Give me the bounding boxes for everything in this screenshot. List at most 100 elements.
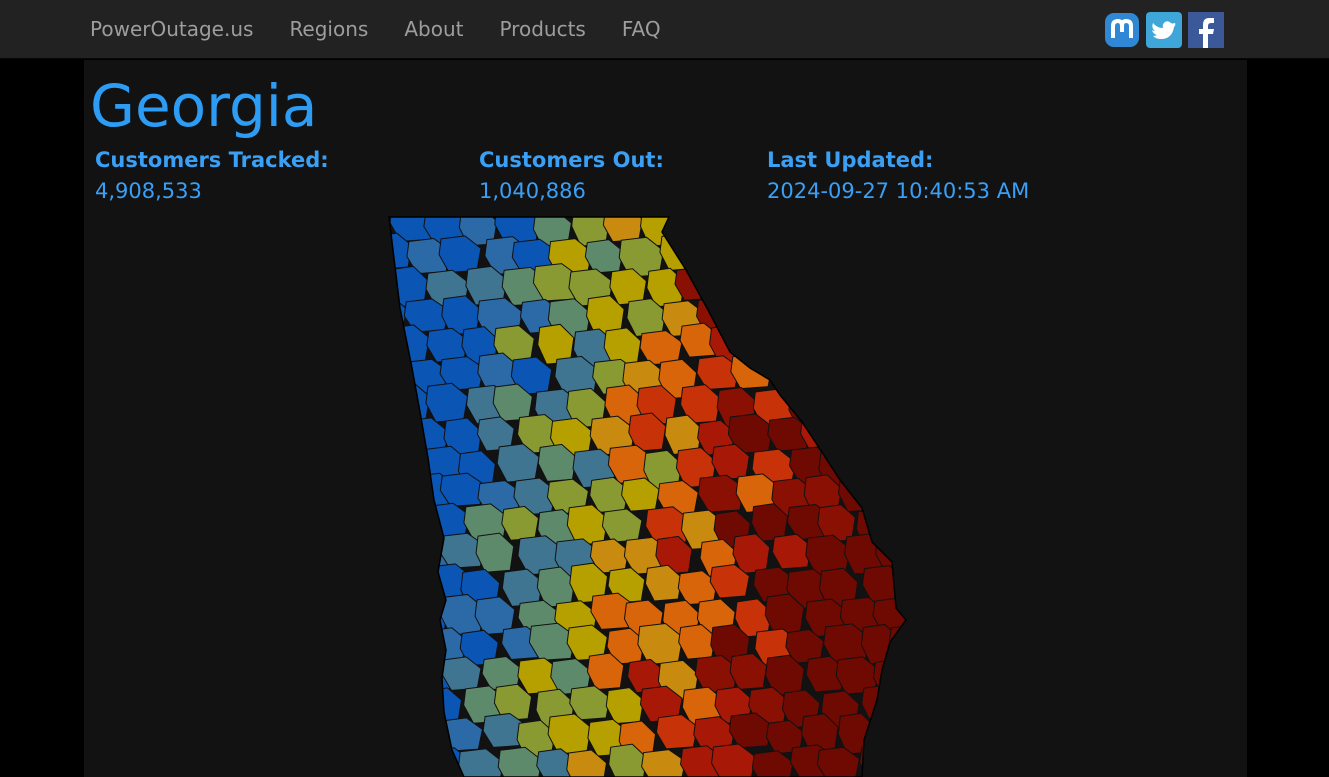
county-region[interactable] [602,207,644,243]
county-region[interactable] [655,535,693,575]
county-region[interactable] [605,687,645,725]
county-region[interactable] [369,592,415,628]
county-region[interactable] [388,447,425,484]
county-region[interactable] [475,532,515,573]
county-region[interactable] [874,295,921,336]
county-region[interactable] [896,747,942,777]
county-region[interactable] [784,269,824,306]
county-region[interactable] [497,746,543,777]
county-region[interactable] [426,502,470,538]
county-region[interactable] [350,564,393,601]
county-region[interactable] [697,474,745,513]
county-region[interactable] [376,536,422,573]
county-region[interactable] [825,267,864,303]
twitter-icon[interactable] [1146,12,1182,48]
county-region[interactable] [781,325,821,362]
county-region[interactable] [807,296,854,334]
county-region[interactable] [354,749,393,777]
county-region[interactable] [493,683,533,722]
county-region[interactable] [840,234,882,270]
county-region[interactable] [763,236,805,271]
county-region[interactable] [891,383,935,419]
county-region[interactable] [457,748,504,777]
county-region[interactable] [854,383,893,420]
county-region[interactable] [389,683,436,722]
county-region[interactable] [536,748,576,777]
county-region[interactable] [772,357,812,394]
county-region[interactable] [890,686,928,727]
county-region[interactable] [566,749,608,777]
county-region[interactable] [879,416,921,458]
county-region[interactable] [369,413,412,450]
county-region[interactable] [641,749,686,777]
county-region[interactable] [728,232,772,268]
facebook-icon[interactable] [1188,12,1224,48]
county-region[interactable] [716,208,755,244]
county-region[interactable] [854,265,898,303]
county-region[interactable] [790,206,832,244]
county-region[interactable] [892,447,932,486]
county-region[interactable] [853,448,900,486]
county-region[interactable] [898,210,944,250]
county-region[interactable] [439,472,485,507]
county-region[interactable] [359,382,396,419]
county-region[interactable] [843,295,883,332]
county-region[interactable] [355,265,396,305]
county-region[interactable] [644,564,683,602]
county-region[interactable] [528,622,576,661]
county-region[interactable] [354,207,392,243]
county-region[interactable] [837,474,879,513]
county-region[interactable] [861,684,903,723]
county-region[interactable] [713,262,755,299]
county-region[interactable] [389,744,430,777]
county-region[interactable] [836,417,875,454]
county-region[interactable] [711,743,756,777]
nav-link-faq[interactable]: FAQ [621,17,661,41]
county-region[interactable] [880,472,921,511]
nav-brand-link[interactable]: PowerOutage.us [90,17,254,41]
county-region[interactable] [655,714,698,750]
county-region[interactable] [628,412,667,452]
county-region[interactable] [896,566,938,601]
nav-link-products[interactable]: Products [499,17,586,41]
county-region[interactable] [353,685,399,728]
county-region[interactable] [859,744,901,777]
county-region[interactable] [859,204,900,244]
county-region[interactable] [835,353,873,394]
county-region[interactable] [805,655,846,693]
county-region[interactable] [728,712,773,749]
county-region[interactable] [861,327,903,368]
county-region[interactable] [877,352,914,389]
county-region[interactable] [372,359,410,398]
county-region[interactable] [871,233,910,270]
county-region[interactable] [354,322,396,359]
county-region[interactable] [584,239,624,274]
mastodon-icon[interactable] [1104,12,1140,48]
county-region[interactable] [393,625,431,667]
county-region[interactable] [803,238,844,280]
county-region[interactable] [696,355,740,391]
county-region[interactable] [878,715,920,755]
county-region[interactable] [820,324,866,363]
county-region[interactable] [601,508,643,543]
county-region[interactable] [390,509,429,550]
county-region[interactable] [694,234,735,275]
county-region[interactable] [357,623,397,658]
county-region[interactable] [820,383,861,420]
county-region[interactable] [368,656,408,692]
county-region[interactable] [352,443,390,479]
nav-link-about[interactable]: About [404,17,464,41]
county-region[interactable] [800,358,845,396]
county-region[interactable] [391,567,432,608]
county-region[interactable] [890,328,931,368]
county-region[interactable] [824,207,867,243]
county-region[interactable] [569,685,611,721]
county-region[interactable] [751,750,794,777]
county-region[interactable] [645,506,691,545]
county-region[interactable] [709,563,750,599]
county-region[interactable] [888,624,934,659]
county-region[interactable] [895,504,942,542]
county-region[interactable] [733,296,777,336]
county-region[interactable] [681,207,721,246]
nav-link-regions[interactable]: Regions [289,17,369,41]
